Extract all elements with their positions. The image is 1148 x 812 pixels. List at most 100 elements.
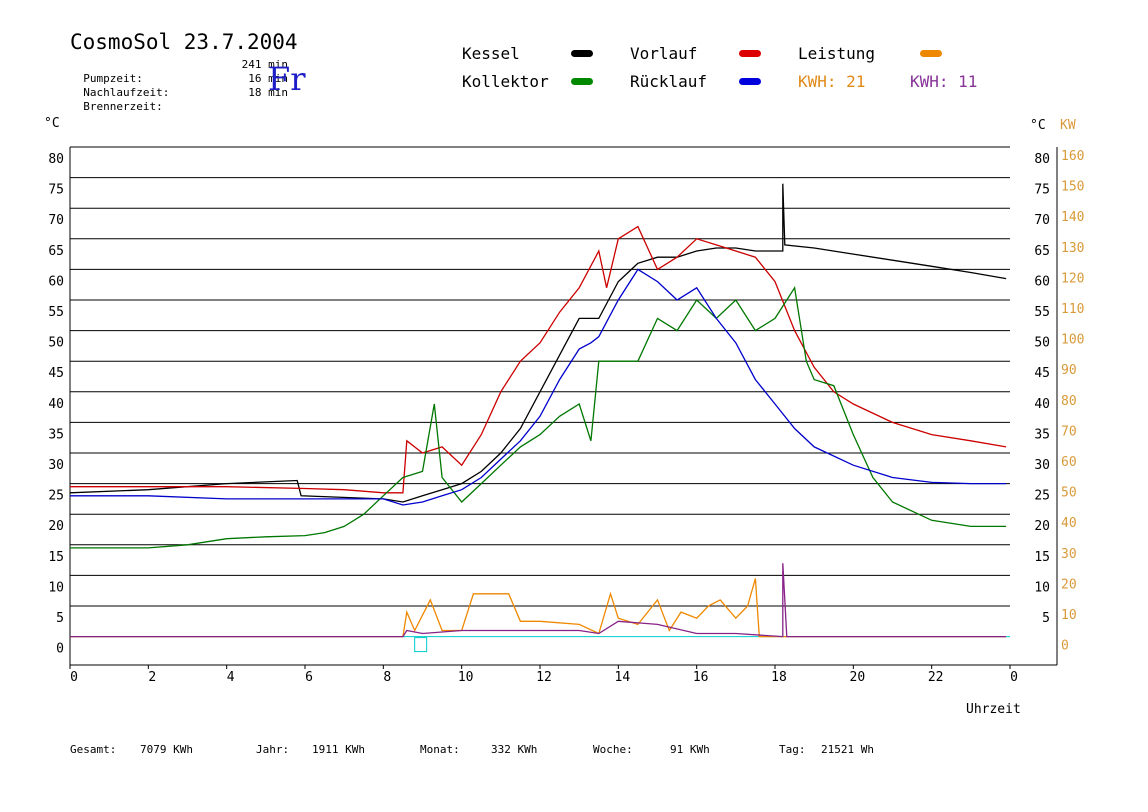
y-tick-right: 5 — [1042, 611, 1050, 626]
y-tick-right: 45 — [1034, 366, 1050, 381]
y-tick-left: 65 — [48, 244, 64, 259]
y2-tick: 10 — [1061, 608, 1077, 623]
legend-kwh1: KWH: 21 — [798, 72, 866, 91]
y-tick-left: 5 — [56, 611, 64, 626]
y-tick-right: 80 — [1034, 152, 1050, 167]
series-line-1 — [69, 183, 1007, 503]
series-line-5 — [70, 578, 1007, 638]
y-tick-right: 25 — [1034, 489, 1050, 504]
woche-value: 91 KWh — [670, 743, 710, 756]
x-tick: 2 — [148, 670, 156, 685]
y2-tick: 30 — [1061, 547, 1077, 562]
y-tick-left: 10 — [48, 580, 64, 595]
y2-tick: 110 — [1061, 302, 1084, 317]
legend-vorlauf-label: Vorlauf — [630, 44, 698, 63]
chart-title: CosmoSol 23.7.2004 — [70, 30, 298, 54]
y2-tick: 100 — [1061, 333, 1084, 348]
y-tick-left: 40 — [48, 397, 64, 412]
series-line-6 — [70, 563, 1007, 638]
nachlaufzeit-label: Nachlaufzeit: — [83, 86, 170, 99]
legend-leistung-swatch — [920, 50, 942, 57]
x-tick: 12 — [536, 670, 552, 685]
y-tick-right: 75 — [1034, 183, 1050, 198]
x-tick: 8 — [383, 670, 391, 685]
y-tick-left: 15 — [48, 550, 64, 565]
y-tick-left: 70 — [48, 213, 64, 228]
y-tick-right: 30 — [1034, 458, 1050, 473]
y2-tick: 0 — [1061, 639, 1069, 654]
y-tick-left: 55 — [48, 305, 64, 320]
y-tick-left: 80 — [48, 152, 64, 167]
y-tick-right: 15 — [1034, 550, 1050, 565]
monat-value: 332 KWh — [491, 743, 538, 756]
y-tick-right: 60 — [1034, 274, 1050, 289]
legend-kessel-swatch — [571, 50, 593, 57]
y2-tick: 150 — [1061, 180, 1084, 195]
jahr-label: Jahr: — [256, 743, 290, 756]
legend-leistung-label: Leistung — [798, 44, 876, 63]
gesamt-value: 7079 KWh — [140, 743, 193, 756]
pumpzeit-label: Pumpzeit: — [83, 72, 143, 85]
x-tick: 6 — [305, 670, 313, 685]
nachlaufzeit-row: Nachlaufzeit: 16 min — [70, 72, 288, 114]
y-tick-right: 70 — [1034, 213, 1050, 228]
legend-vorlauf-swatch — [739, 50, 761, 57]
x-tick: 0 — [70, 670, 78, 685]
y2-tick: 160 — [1061, 149, 1084, 164]
y2-tick: 80 — [1061, 394, 1077, 409]
y-tick-left: 35 — [48, 427, 64, 442]
x-tick: 4 — [227, 670, 235, 685]
y-tick-left: 25 — [48, 489, 64, 504]
legend-ruecklauf-label: Rücklauf — [630, 72, 708, 91]
y-tick-right: 55 — [1034, 305, 1050, 320]
y-tick-left: 30 — [48, 458, 64, 473]
y-tick-right: 35 — [1034, 427, 1050, 442]
gesamt-label: Gesamt: — [70, 743, 117, 756]
series-line-2 — [70, 225, 1007, 494]
x-tick: 22 — [928, 670, 944, 685]
y2-tick: 70 — [1061, 424, 1077, 439]
y-tick-left: 50 — [48, 336, 64, 351]
series-line-3 — [70, 286, 1007, 549]
x-tick: 14 — [615, 670, 631, 685]
y-tick-right: 50 — [1034, 336, 1050, 351]
x-tick: 20 — [850, 670, 866, 685]
pumpzeit-row: Pumpzeit: 241 min — [70, 58, 288, 100]
y2-tick: 40 — [1061, 516, 1077, 531]
tag-label: Tag: — [779, 743, 806, 756]
y2-tick: 90 — [1061, 363, 1077, 378]
weekday-label: Fr — [268, 60, 306, 98]
legend-ruecklauf-swatch — [739, 78, 761, 85]
legend-kollektor-swatch — [571, 78, 593, 85]
y2-tick: 20 — [1061, 577, 1077, 592]
tag-value: 21521 Wh — [821, 743, 874, 756]
y-tick-left: 75 — [48, 183, 64, 198]
monat-label: Monat: — [420, 743, 460, 756]
legend-kollektor-label: Kollektor — [462, 72, 549, 91]
y-tick-left: 45 — [48, 366, 64, 381]
x-tick: 18 — [771, 670, 787, 685]
x-tick: 10 — [458, 670, 474, 685]
series-line-4 — [70, 268, 1007, 506]
brennerzeit-value: 18 min — [248, 86, 288, 99]
woche-label: Woche: — [593, 743, 633, 756]
pump-marker — [414, 637, 428, 653]
y-tick-right: 40 — [1034, 397, 1050, 412]
nachlaufzeit-value: 16 min — [248, 72, 288, 85]
y2-tick: 140 — [1061, 210, 1084, 225]
y-tick-left: 0 — [56, 642, 64, 657]
x-tick: 0 — [1010, 670, 1018, 685]
jahr-value: 1911 KWh — [312, 743, 365, 756]
legend-kwh2: KWH: 11 — [910, 72, 978, 91]
y-tick-right: 20 — [1034, 519, 1050, 534]
y-tick-right: 10 — [1034, 580, 1050, 595]
pumpzeit-value: 241 min — [241, 58, 288, 71]
legend-kessel-label: Kessel — [462, 44, 520, 63]
brennerzeit-label: Brennerzeit: — [83, 100, 163, 113]
right-axis-unit: °C — [1030, 118, 1046, 133]
left-axis-unit: °C — [44, 116, 60, 131]
y-tick-left: 60 — [48, 274, 64, 289]
x-axis-label: Uhrzeit — [966, 702, 1021, 717]
y2-tick: 60 — [1061, 455, 1077, 470]
